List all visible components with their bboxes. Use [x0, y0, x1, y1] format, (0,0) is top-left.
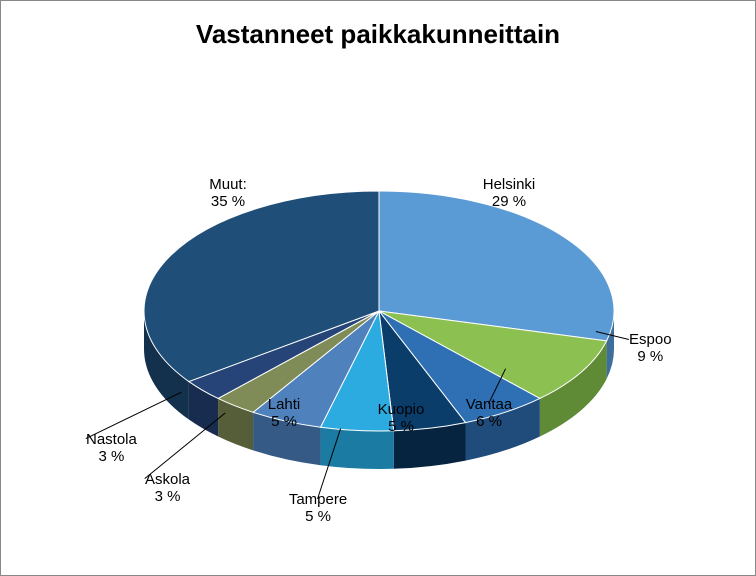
slice-label-name: Kuopio: [378, 401, 425, 418]
slice-label-pct: 5 %: [378, 418, 425, 435]
slice-label-pct: 6 %: [466, 413, 512, 430]
slice-label-name: Nastola: [86, 431, 137, 448]
slice-label-pct: 5 %: [268, 413, 301, 430]
slice-label-pct: 3 %: [145, 488, 190, 505]
slice-label-name: Muut:: [209, 176, 247, 193]
slice-label-nastola: Nastola3 %: [86, 431, 137, 466]
slice-label-espoo: Espoo9 %: [629, 331, 672, 366]
pie-chart: [1, 1, 756, 576]
slice-label-name: Askola: [145, 471, 190, 488]
slice-label-name: Tampere: [289, 491, 347, 508]
slice-label-pct: 29 %: [483, 193, 536, 210]
slice-label-muut: Muut:35 %: [209, 176, 247, 211]
slice-label-lahti: Lahti5 %: [268, 396, 301, 431]
slice-label-kuopio: Kuopio5 %: [378, 401, 425, 436]
slice-label-pct: 3 %: [86, 448, 137, 465]
slice-label-name: Vantaa: [466, 396, 512, 413]
slice-label-pct: 9 %: [629, 348, 672, 365]
slice-label-tampere: Tampere5 %: [289, 491, 347, 526]
slice-label-askola: Askola3 %: [145, 471, 190, 506]
slice-label-pct: 5 %: [289, 508, 347, 525]
slice-label-pct: 35 %: [209, 193, 247, 210]
slice-label-vantaa: Vantaa6 %: [466, 396, 512, 431]
slice-label-helsinki: Helsinki29 %: [483, 176, 536, 211]
slice-label-name: Espoo: [629, 331, 672, 348]
slice-label-name: Lahti: [268, 396, 301, 413]
chart-container: Vastanneet paikkakunneittain Helsinki29 …: [0, 0, 756, 576]
slice-label-name: Helsinki: [483, 176, 536, 193]
